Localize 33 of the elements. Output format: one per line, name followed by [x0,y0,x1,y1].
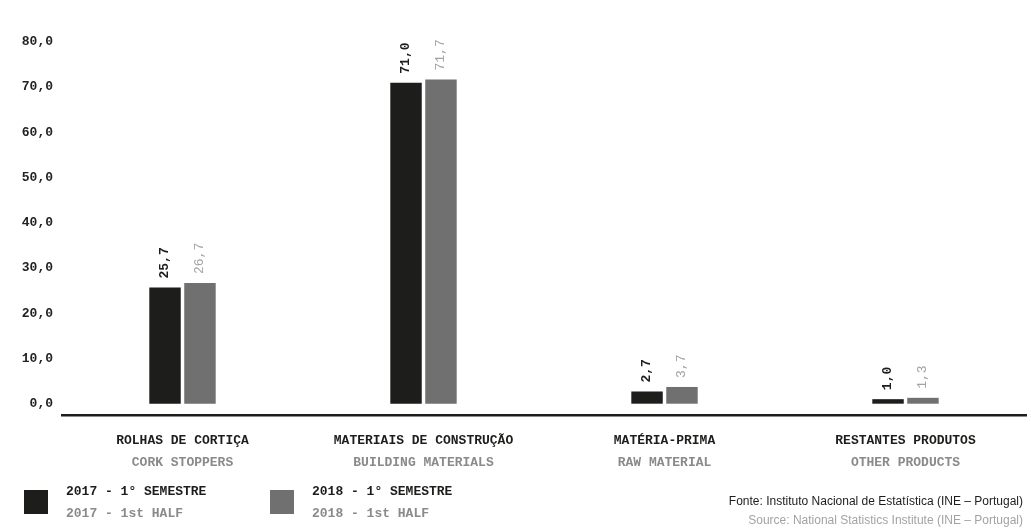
bar [666,386,698,404]
y-tick-label: 10,0 [21,350,54,366]
bar [872,399,904,404]
data-label: 1,0 [880,366,896,391]
legend-label: 2017 - 1° SEMESTRE 2017 - 1st HALF [66,484,207,522]
bar [184,282,216,404]
x-tick-label: ROLHAS DE CORTIÇA CORK STOPPERS [116,433,250,471]
bar [631,391,663,404]
bar [390,82,422,404]
legend-label: 2018 - 1° SEMESTRE 2018 - 1st HALF [312,484,453,522]
data-label: 26,7 [192,242,208,274]
x-tick-label: RESTANTES PRODUTOS OTHER PRODUCTS [835,433,976,471]
x-tick-label: MATÉRIA-PRIMA RAW MATERIAL [613,433,716,471]
y-tick-label: 70,0 [21,79,54,95]
y-tick-label: 60,0 [21,124,54,140]
data-label: 2,7 [639,359,655,383]
data-label: 3,7 [674,354,690,378]
source-note: Source: National Statistics Institute (INE – Portugal) [748,513,1023,528]
bar [907,397,939,404]
data-label: 1,3 [915,365,931,389]
y-tick-label: 80,0 [21,34,54,50]
y-tick-label: 50,0 [21,169,54,185]
y-tick-label: 0,0 [29,395,54,411]
y-tick-label: 40,0 [21,215,54,231]
source-note: Fonte: Instituto Nacional de Estatística (INE – Portugal) [728,494,1023,509]
y-tick-label: 30,0 [21,260,54,276]
data-label: 71,0 [398,42,414,74]
bar [425,79,457,404]
bar [149,287,181,404]
data-label: 25,7 [157,247,173,279]
x-tick-label: MATERIAIS DE CONSTRUÇÃO BUILDING MATERIALS [333,433,514,471]
data-label: 71,7 [433,39,449,71]
y-tick-label: 20,0 [21,305,54,321]
